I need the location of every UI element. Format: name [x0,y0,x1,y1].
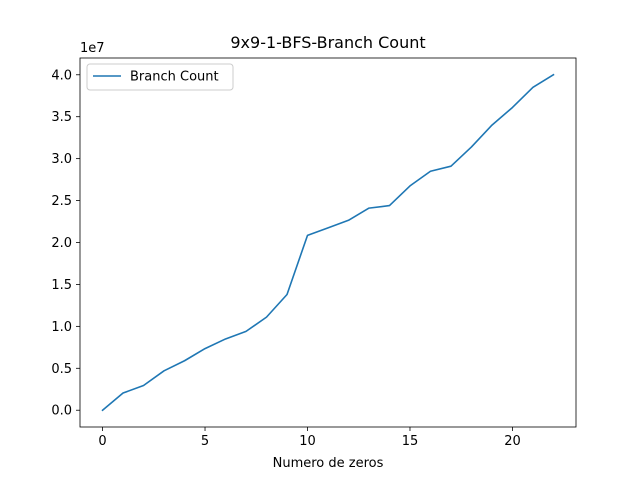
y-tick-label: 0.0 [51,404,72,419]
legend-box [86,63,234,91]
y-tick-label: 1.5 [51,278,72,293]
x-tick-label: 10 [299,434,316,449]
plot-area: 0 5 10 15 20 0.0 0.5 1.0 1.5 2.0 2.5 3.0 3.5 4.0 [51,57,577,449]
y-tick-label: 3.0 [51,152,72,167]
y-offset-label: 1e7 [80,41,105,56]
legend-label: Branch Count [130,70,219,85]
axes-frame [79,57,577,428]
x-tick-label: 20 [504,434,521,449]
legend: Branch Count [86,63,234,91]
x-axis-label: Numero de zeros [273,456,384,471]
chart-title: 9x9-1-BFS-Branch Count [230,33,425,52]
y-tick-label: 3.5 [51,110,72,125]
y-tick-label: 2.0 [51,236,72,251]
x-tick-label: 0 [98,434,106,449]
y-tick-label: 4.0 [51,68,72,83]
x-tick-label: 5 [201,434,209,449]
y-tick-label: 0.5 [51,362,72,377]
x-tick-label: 15 [402,434,419,449]
series-line-branch-count [101,73,555,412]
y-tick-label: 2.5 [51,194,72,209]
y-tick-label: 1.0 [51,320,72,335]
